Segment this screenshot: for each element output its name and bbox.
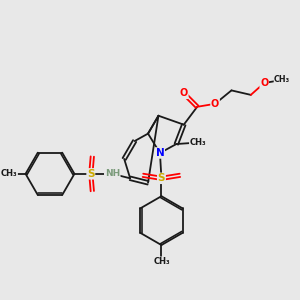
Text: S: S	[87, 169, 94, 179]
Text: NH: NH	[105, 169, 120, 178]
Text: O: O	[211, 99, 219, 109]
Text: O: O	[180, 88, 188, 98]
Text: O: O	[260, 78, 269, 88]
Text: CH₃: CH₃	[190, 138, 206, 147]
Text: CH₃: CH₃	[153, 257, 170, 266]
Text: S: S	[158, 173, 165, 183]
Text: N: N	[156, 148, 164, 158]
Text: CH₃: CH₃	[1, 169, 17, 178]
Text: CH₃: CH₃	[274, 76, 290, 85]
